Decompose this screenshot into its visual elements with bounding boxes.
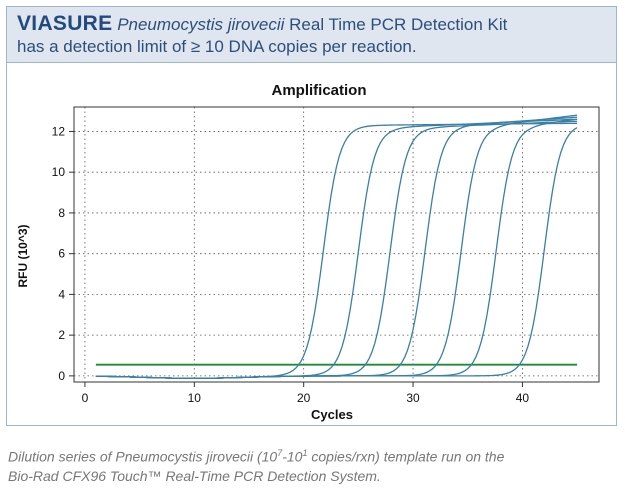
figure-card: VIASURE Pneumocystis jirovecii Real Time…	[6, 6, 617, 426]
amplification-curve	[95, 118, 578, 379]
caption-line-2: Bio-Rad CFX96 Touch™ Real-Time PCR Detec…	[8, 467, 381, 484]
header-banner: VIASURE Pneumocystis jirovecii Real Time…	[7, 7, 616, 63]
y-tick-label: 8	[58, 206, 65, 220]
caption-exponent-1: 7	[277, 448, 283, 458]
header-line-2: has a detection limit of ≥ 10 DNA copies…	[17, 37, 417, 56]
y-tick-label: 4	[58, 287, 65, 301]
figure-caption: Dilution series of Pneumocystis jiroveci…	[8, 444, 618, 486]
caption-text-2: -10	[282, 448, 303, 465]
amplification-curve	[95, 116, 578, 379]
grid-layer	[74, 107, 599, 382]
x-tick-label: 30	[406, 391, 420, 405]
amplification-chart: Amplification Cycles RFU (10^3) 0 10 20 30 4…	[16, 82, 600, 422]
x-tick-label: 0	[82, 391, 89, 405]
tick-layer: 0 10 20 30 40 0 2 4 6 8 10 12	[52, 124, 530, 405]
y-tick-label: 10	[52, 165, 66, 179]
x-axis-label: Cycles	[311, 407, 353, 422]
plot-frame	[73, 106, 600, 383]
caption-text-3: copies/rxn) template run on the	[307, 448, 505, 465]
species-name: Pneumocystis jirovecii	[117, 15, 285, 34]
header-line-1: VIASURE Pneumocystis jirovecii Real Time…	[17, 13, 606, 36]
y-axis-label: RFU (10^3)	[16, 224, 30, 287]
x-tick-label: 10	[188, 391, 202, 405]
brand-name: VIASURE	[17, 12, 113, 35]
amplification-curve	[95, 127, 578, 379]
chart-area: Amplification Cycles RFU (10^3) 0 10 20 30 4…	[7, 63, 616, 425]
kit-name: Real Time PCR Detection Kit	[289, 15, 508, 34]
amplification-curve	[95, 118, 578, 379]
y-tick-label: 6	[58, 247, 65, 261]
y-tick-label: 2	[58, 328, 65, 342]
caption-exponent-2: 1	[302, 448, 308, 458]
x-tick-label: 40	[516, 391, 530, 405]
x-tick-label: 20	[297, 391, 311, 405]
amplification-curve	[95, 122, 578, 379]
y-tick-label: 12	[52, 124, 66, 138]
caption-text-1: Dilution series of Pneumocystis jiroveci…	[8, 448, 278, 465]
y-tick-label: 0	[58, 369, 65, 383]
chart-title: Amplification	[271, 82, 366, 99]
caption-line-1: Dilution series of Pneumocystis jiroveci…	[8, 444, 618, 467]
amplification-curve	[95, 120, 578, 379]
amplification-curve	[95, 114, 578, 379]
series-layer	[95, 114, 578, 379]
